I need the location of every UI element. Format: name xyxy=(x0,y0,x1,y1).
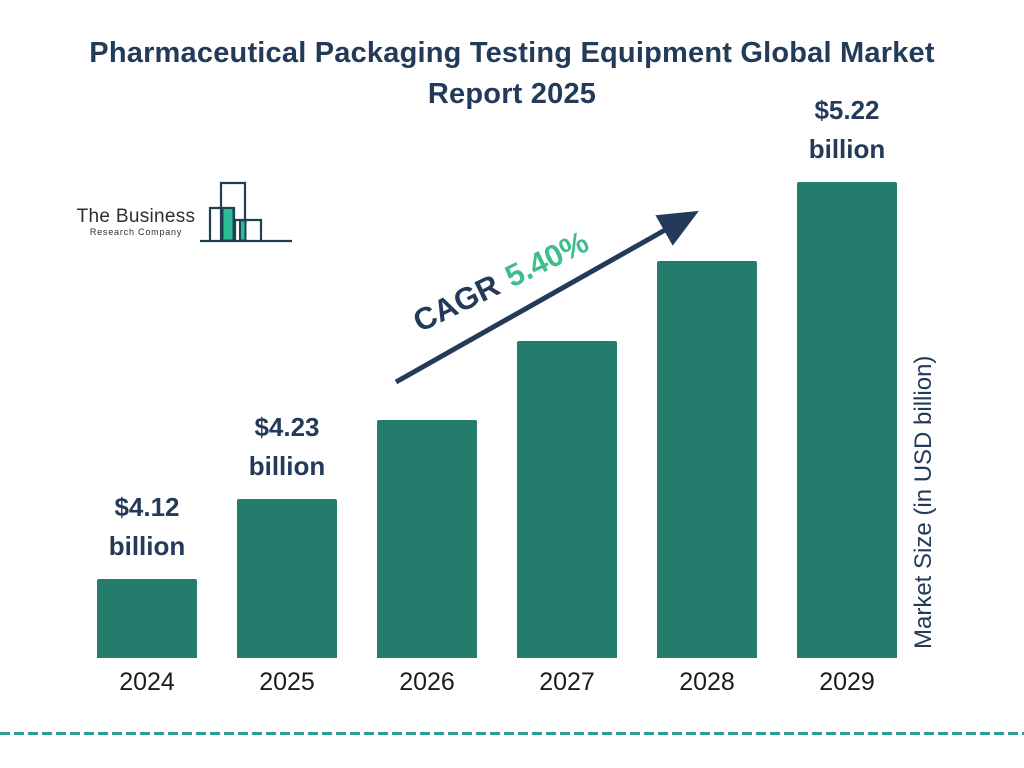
company-logo-text: The Business Research Company xyxy=(75,207,197,243)
x-tick-2027: 2027 xyxy=(539,668,595,696)
x-tick-2026: 2026 xyxy=(399,668,455,696)
x-tick-2025: 2025 xyxy=(259,668,315,696)
page-title-text: Pharmaceutical Packaging Testing Equipme… xyxy=(89,37,935,110)
value-label-2029: $5.22 billion xyxy=(808,95,886,164)
bottom-dashed-divider xyxy=(0,732,1024,735)
bar-2024 xyxy=(97,579,197,658)
bar-chart-plot-area: 2024 2025 2026 2027 2028 2029 $4.12 billion $4.2… xyxy=(97,95,937,696)
y-axis-label: Market Size (in USD billion) xyxy=(910,355,937,649)
x-tick-2024: 2024 xyxy=(119,668,175,696)
x-tick-2028: 2028 xyxy=(679,668,735,696)
value-label-2025: $4.23 billion xyxy=(248,412,326,481)
bar-2025 xyxy=(237,499,337,658)
bar-2026 xyxy=(377,420,477,658)
company-name: The Business xyxy=(76,206,196,227)
bar-2027 xyxy=(517,341,617,658)
bar-2028 xyxy=(657,261,757,658)
bar-2029 xyxy=(797,182,897,658)
company-subname: Research Company xyxy=(89,227,183,237)
page-title: Pharmaceutical Packaging Testing Equipme… xyxy=(0,33,1024,115)
company-logo: The Business Research Company xyxy=(75,179,295,243)
company-logo-bars-icon xyxy=(200,181,292,243)
x-tick-2029: 2029 xyxy=(819,668,875,696)
value-label-2024: $4.12 billion xyxy=(108,492,186,561)
